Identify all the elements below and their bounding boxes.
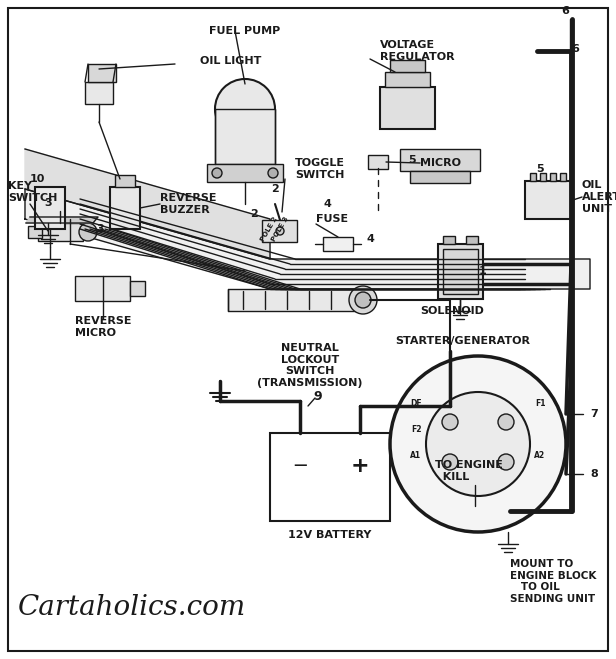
Text: REVERSE
MICRO: REVERSE MICRO (75, 316, 131, 338)
Text: ─: ─ (294, 457, 306, 476)
Bar (525, 181, 573, 219)
Text: TOGGLE
SWITCH: TOGGLE SWITCH (295, 158, 345, 180)
Bar (28, 226, 42, 238)
Circle shape (355, 292, 371, 308)
Text: POLE 3: POLE 3 (270, 215, 290, 243)
Bar (88, 64, 116, 82)
Bar (207, 164, 283, 182)
Text: Cartaholics.com: Cartaholics.com (18, 594, 246, 621)
Bar (443, 249, 478, 294)
Text: OIL
ALERT
UNIT: OIL ALERT UNIT (582, 181, 616, 214)
Text: 5: 5 (536, 164, 544, 174)
Bar (110, 187, 140, 229)
Bar (466, 236, 478, 244)
Bar (390, 60, 425, 72)
Circle shape (442, 414, 458, 430)
Text: 3: 3 (96, 224, 104, 234)
Text: 8: 8 (590, 469, 598, 479)
Text: A2: A2 (535, 451, 546, 461)
Bar (540, 173, 546, 181)
Text: A1: A1 (410, 451, 421, 461)
Bar (262, 220, 297, 242)
Text: POLE 2: POLE 2 (259, 215, 278, 243)
Circle shape (79, 223, 97, 241)
Text: +: + (351, 456, 370, 476)
Bar (560, 173, 566, 181)
Text: 2: 2 (250, 209, 258, 219)
Bar (385, 72, 430, 87)
Bar (410, 171, 470, 183)
Polygon shape (25, 189, 590, 289)
Bar (215, 109, 275, 164)
Text: OIL LIGHT: OIL LIGHT (200, 56, 261, 66)
Bar (443, 236, 455, 244)
Text: KEY
SWITCH: KEY SWITCH (8, 181, 57, 203)
Text: 6: 6 (571, 44, 579, 54)
Bar (38, 223, 83, 241)
Text: TO ENGINE
  KILL: TO ENGINE KILL (435, 460, 503, 482)
Bar (368, 155, 388, 169)
Circle shape (498, 414, 514, 430)
Bar (530, 173, 536, 181)
Text: DF: DF (410, 399, 422, 409)
Text: 7: 7 (590, 409, 598, 419)
Polygon shape (26, 217, 98, 223)
Bar (130, 281, 145, 296)
Text: 3: 3 (44, 198, 52, 208)
Circle shape (498, 454, 514, 470)
Text: 5: 5 (408, 155, 416, 165)
Bar (438, 244, 483, 299)
Text: MICRO: MICRO (420, 158, 461, 168)
Bar (85, 82, 113, 104)
Text: 10: 10 (30, 174, 46, 184)
Text: 4: 4 (366, 234, 374, 244)
Text: 12V BATTERY: 12V BATTERY (288, 530, 371, 540)
Circle shape (268, 168, 278, 178)
Text: 9: 9 (314, 389, 322, 403)
Text: 6: 6 (561, 6, 569, 16)
Text: F2: F2 (411, 426, 421, 434)
Circle shape (442, 454, 458, 470)
Text: REVERSE
BUZZER: REVERSE BUZZER (160, 193, 216, 215)
Bar (550, 173, 556, 181)
Text: VOLTAGE
REGULATOR: VOLTAGE REGULATOR (380, 40, 455, 62)
Bar (323, 237, 353, 251)
Circle shape (426, 392, 530, 496)
Text: SOLENOID: SOLENOID (420, 306, 484, 316)
Bar (270, 433, 390, 521)
Circle shape (276, 227, 284, 235)
Text: 4: 4 (323, 199, 331, 209)
Circle shape (212, 168, 222, 178)
Text: 1: 1 (479, 266, 487, 276)
Bar (115, 175, 135, 187)
Bar (75, 276, 130, 301)
Circle shape (349, 286, 377, 314)
Circle shape (215, 79, 275, 139)
Bar (380, 87, 435, 129)
Text: 2: 2 (271, 184, 279, 194)
Bar (400, 149, 480, 171)
Text: STARTER/GENERATOR: STARTER/GENERATOR (395, 336, 530, 346)
Text: NEUTRAL
LOCKOUT
SWITCH
(TRANSMISSION): NEUTRAL LOCKOUT SWITCH (TRANSMISSION) (257, 343, 363, 387)
Text: FUSE: FUSE (316, 214, 348, 224)
Circle shape (390, 356, 566, 532)
Text: MOUNT TO
ENGINE BLOCK
   TO OIL
SENDING UNIT: MOUNT TO ENGINE BLOCK TO OIL SENDING UNI… (510, 559, 596, 604)
Text: F1: F1 (535, 399, 545, 409)
Bar (35, 187, 65, 229)
Text: FUEL PUMP: FUEL PUMP (209, 26, 281, 36)
Bar (228, 289, 358, 311)
Polygon shape (25, 149, 270, 259)
